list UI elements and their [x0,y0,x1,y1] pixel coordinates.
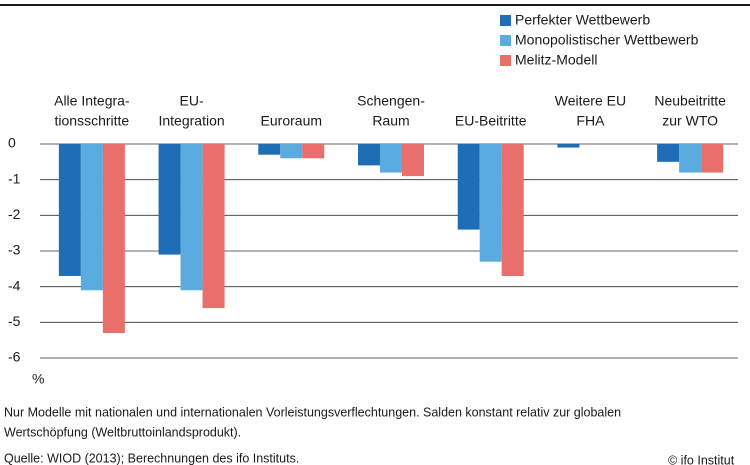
bar [80,144,103,291]
bar [202,144,225,309]
legend-swatch [500,15,511,26]
legend-swatch [500,55,511,66]
bar [280,144,303,159]
category-label: Integration [158,113,224,129]
source: Quelle: WIOD (2013); Berechnungen des if… [4,451,299,465]
legend-swatch [500,35,511,46]
bar [701,144,724,173]
bar [679,144,702,173]
bar [380,144,402,173]
copyright: © ifo Institut [668,453,735,465]
bar [258,144,281,155]
bar [102,144,125,334]
y-tick-label: 0 [8,135,16,151]
y-tick-label: -3 [8,242,21,258]
category-label: Raum [372,113,409,129]
category-label: zur WTO [662,113,718,129]
legend-label: Monopolistischer Wettbewerb [515,32,699,48]
category-label: Euroraum [261,113,322,129]
bar [358,144,380,166]
bar [302,144,325,159]
footnote: Nur Modelle mit nationalen und internati… [4,405,621,419]
y-tick-label: -6 [8,349,21,365]
legend-label: Perfekter Wettbewerb [515,12,650,28]
y-tick-label: -2 [8,206,21,222]
y-tick-label: -4 [8,277,21,293]
bar [501,144,524,276]
bar [58,144,81,276]
category-label: tionsschritte [55,113,130,129]
y-tick-label: -5 [8,313,21,329]
bar [180,144,203,291]
category-label: EU- [180,93,204,109]
legend-label: Melitz-Modell [515,52,597,68]
bar [402,144,424,177]
category-label: Neubeitritte [654,93,726,109]
category-label: FHA [576,113,605,129]
bar [158,144,181,255]
y-unit: % [32,371,44,387]
category-label: EU-Beitritte [455,113,527,129]
category-label: Alle Integra- [54,93,130,109]
bar [657,144,680,162]
bar [479,144,502,262]
bar [457,144,480,230]
footnote: Wertschöpfung (Weltbruttoinlandsprodukt)… [4,425,241,439]
bar [557,144,580,148]
y-tick-label: -1 [8,170,21,186]
category-label: Weitere EU [555,93,626,109]
category-label: Schengen- [357,93,425,109]
